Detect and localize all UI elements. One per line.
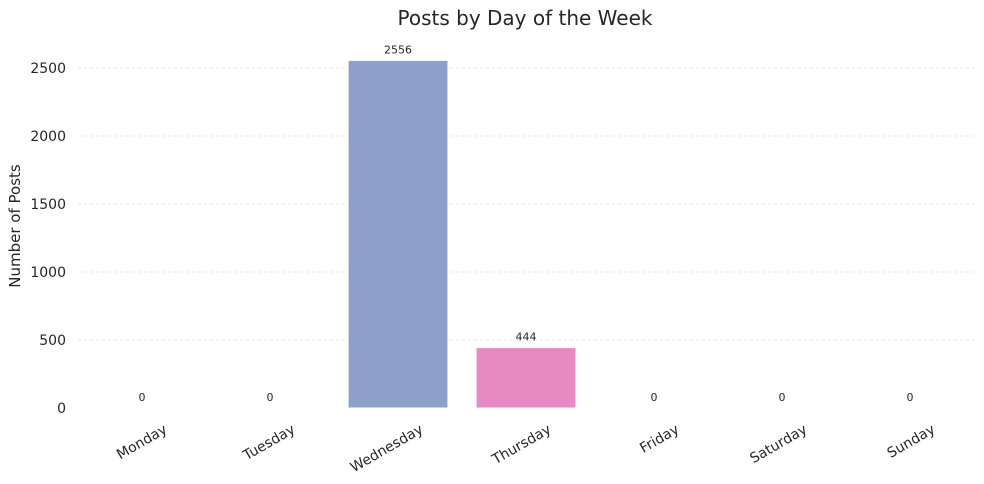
data-label-saturday: 0 [779,391,786,404]
y-tick-label: 1000 [30,265,66,281]
bar-thursday [475,347,577,409]
y-tick-label: 500 [39,333,66,349]
y-axis-label: Number of Posts [6,164,24,288]
data-label-thursday: 444 [516,331,537,344]
x-tick-label-tuesday: Tuesday [240,422,298,465]
y-axis-ticks: 0 500 1000 1500 2000 2500 [30,61,66,417]
y-tick-label: 2000 [30,129,66,145]
x-tick-label-monday: Monday [114,422,170,463]
bar-wednesday [347,59,449,409]
y-tick-label: 2500 [30,61,66,77]
data-label-sunday: 0 [907,391,914,404]
chart-title: Posts by Day of the Week [398,6,653,30]
x-axis-ticks: Monday Tuesday Wednesday Thursday Friday Satu… [114,422,938,476]
gridlines [78,67,974,341]
bars [347,59,577,409]
data-label-monday: 0 [139,391,146,404]
data-label-wednesday: 2556 [384,43,412,56]
x-tick-label-sunday: Sunday [885,422,938,462]
x-tick-label-saturday: Saturday [747,422,810,467]
data-labels: 0 0 2556 444 0 0 0 [139,43,914,404]
y-tick-label: 1500 [30,197,66,213]
x-tick-label-thursday: Thursday [489,422,554,469]
x-tick-label-wednesday: Wednesday [348,422,426,476]
x-tick-label-friday: Friday [637,422,682,457]
data-label-friday: 0 [651,391,658,404]
data-label-tuesday: 0 [267,391,274,404]
y-tick-label: 0 [57,401,66,417]
